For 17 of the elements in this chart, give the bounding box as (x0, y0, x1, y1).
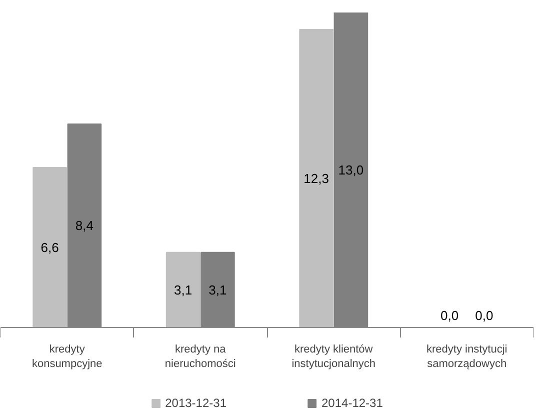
bar (32, 167, 67, 328)
data-label: 12,3 (304, 170, 329, 186)
data-label: 3,1 (208, 282, 227, 298)
data-label: 3,1 (174, 282, 192, 298)
x-tick-label: kredyty konsumpcyjne (32, 343, 102, 370)
legend-label: 2013-12-31 (165, 396, 226, 410)
x-tick-label: kredyty instytucji samorządowych (426, 343, 508, 370)
data-label: 6,6 (40, 240, 59, 256)
x-tick-label: kredyty klientów instytucjonalnych (292, 343, 376, 370)
legend-label: 2014-12-31 (322, 396, 383, 410)
data-label: 8,4 (75, 218, 94, 234)
data-label: 13,0 (338, 162, 364, 178)
data-label: 0,0 (440, 308, 459, 323)
bar (166, 252, 200, 328)
x-tick-label: kredyty na nieruchomości (164, 343, 236, 370)
bar (299, 28, 334, 328)
data-label: 0,0 (475, 308, 494, 323)
